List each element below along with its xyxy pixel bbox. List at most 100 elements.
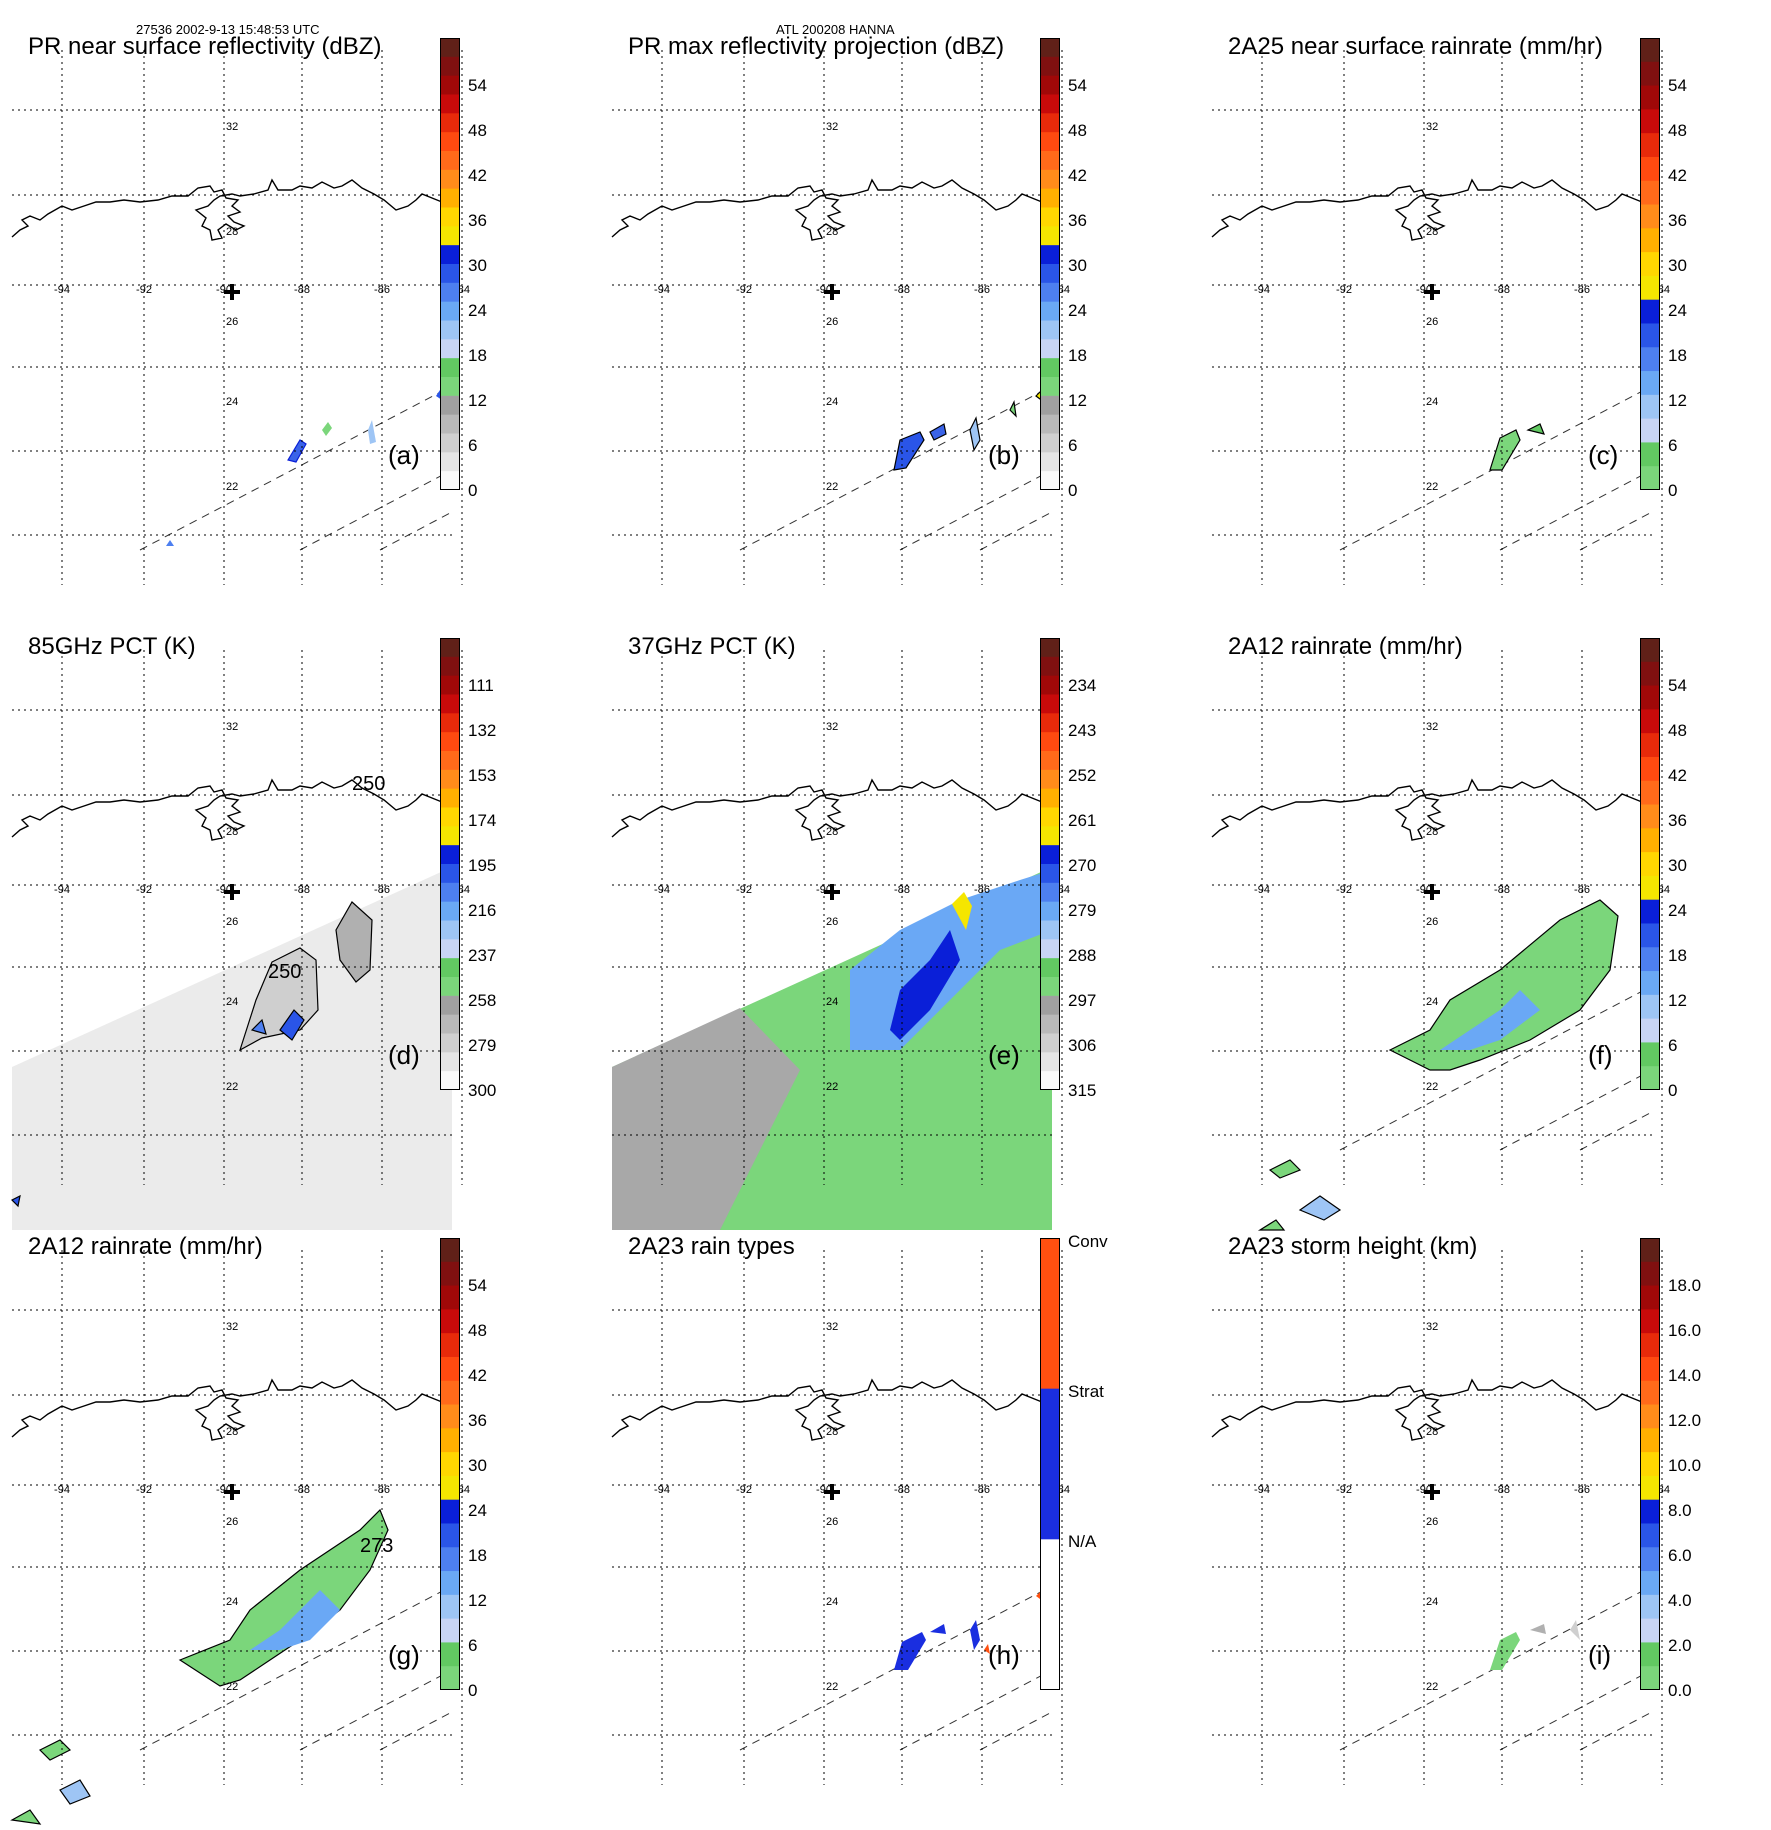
graticule bbox=[12, 650, 463, 1185]
color-ramp-border bbox=[440, 38, 460, 490]
rain-type-echo bbox=[930, 1624, 946, 1634]
rainrate-field bbox=[1440, 990, 1540, 1050]
storm-center-marker bbox=[224, 1484, 240, 1500]
color-scale-tick-label: 300 bbox=[468, 1081, 497, 1100]
color-ramp-step bbox=[440, 471, 460, 491]
color-ramp-step bbox=[1040, 901, 1060, 922]
inner-swath-line bbox=[1579, 1111, 1653, 1151]
contour-label: 250 bbox=[268, 961, 301, 983]
color-ramp-step bbox=[1040, 320, 1060, 340]
storm-height-echo bbox=[1530, 1624, 1546, 1634]
longitude-label: -86 bbox=[374, 884, 390, 896]
color-scale-tick-label: 42 bbox=[1668, 166, 1687, 185]
color-ramp-step bbox=[1640, 852, 1660, 877]
color-scale-tick-label: 48 bbox=[468, 1321, 487, 1340]
color-scale-tick-label: 24 bbox=[1668, 301, 1687, 320]
longitude-label: -86 bbox=[1574, 884, 1590, 896]
color-scale-tick-label: 243 bbox=[1068, 721, 1097, 740]
color-ramp-step bbox=[440, 638, 460, 658]
color-ramp-border bbox=[440, 1238, 460, 1690]
color-ramp bbox=[1040, 1238, 1060, 1691]
panel-letter-label: (d) bbox=[388, 1040, 420, 1070]
color-ramp-step bbox=[1040, 113, 1060, 133]
color-ramp-step bbox=[1040, 452, 1060, 472]
latitude-label: 26 bbox=[1426, 1516, 1438, 1528]
color-ramp-step bbox=[1640, 804, 1660, 829]
color-scale-tick-label: 48 bbox=[1668, 121, 1687, 140]
panel-letter-label: (a) bbox=[388, 440, 420, 470]
color-scale-tick-label: 315 bbox=[1068, 1081, 1097, 1100]
color-ramp-step bbox=[440, 694, 460, 714]
color-ramp-step bbox=[1040, 845, 1060, 865]
longitude-label: -94 bbox=[1254, 1484, 1270, 1496]
longitude-label: -90 bbox=[216, 1484, 232, 1496]
color-ramp-step bbox=[440, 226, 460, 246]
color-ramp-step bbox=[1640, 394, 1660, 420]
color-ramp-step bbox=[1640, 1452, 1660, 1477]
rainrate-field bbox=[178, 1508, 389, 1687]
longitude-label: -92 bbox=[1336, 284, 1352, 296]
color-ramp-step bbox=[440, 94, 460, 114]
color-ramp-step bbox=[440, 788, 460, 809]
latitude-label: 32 bbox=[226, 721, 238, 733]
color-scale-tick-label: 18.0 bbox=[1668, 1276, 1702, 1295]
color-ramp-step bbox=[1640, 1571, 1660, 1596]
cold-cloud-area bbox=[335, 901, 373, 983]
color-ramp-step bbox=[1640, 1285, 1660, 1310]
map-panel-d: 32 28 26 24 22 -94 -92 -90 -88 -86 -84 250 250 85GHz … bbox=[0, 630, 590, 1230]
color-scale-tick-label: 0 bbox=[468, 481, 478, 500]
cold-cloud-area bbox=[279, 1009, 305, 1041]
storm-name-header: ATL 200208 HANNA bbox=[776, 22, 895, 37]
coastline bbox=[1211, 178, 1659, 241]
latitude-label: 22 bbox=[826, 1081, 838, 1093]
color-ramp-step bbox=[440, 264, 460, 284]
latitude-label: 26 bbox=[826, 916, 838, 928]
latitude-label: 26 bbox=[826, 1516, 838, 1528]
color-ramp-step bbox=[440, 188, 460, 209]
color-ramp-step bbox=[1640, 1238, 1660, 1263]
color-scale-tick-label: 14.0 bbox=[1668, 1366, 1702, 1385]
color-ramp-step bbox=[440, 1356, 460, 1382]
color-scale-tick-label: 306 bbox=[1068, 1036, 1097, 1055]
color-ramp-step bbox=[1040, 151, 1060, 171]
color-ramp-step bbox=[1640, 709, 1660, 734]
latitude-label: 28 bbox=[826, 226, 838, 238]
color-ramp-step bbox=[1640, 442, 1660, 467]
color-ramp-step bbox=[440, 1571, 460, 1596]
color-ramp-step bbox=[440, 433, 460, 453]
longitude-label: -94 bbox=[654, 284, 670, 296]
color-ramp-step bbox=[1640, 204, 1660, 229]
color-ramp-step bbox=[440, 1071, 460, 1091]
color-scale-tick-label: 30 bbox=[1668, 856, 1687, 875]
coastline bbox=[11, 1378, 459, 1441]
storm-height-echo bbox=[1570, 1620, 1580, 1640]
map-panel-h: 32 28 26 24 22 -94 -92 -90 -88 -86 -84 2A23 rain ty… bbox=[600, 1230, 1190, 1830]
inner-swath-line bbox=[1499, 1669, 1653, 1751]
color-ramp-step bbox=[440, 414, 460, 435]
color-ramp-step bbox=[440, 1618, 460, 1644]
data-layer bbox=[10, 1508, 389, 1825]
color-ramp-step bbox=[1640, 1428, 1660, 1453]
panel-letter-label: (c) bbox=[1588, 440, 1619, 470]
color-ramp-step bbox=[1040, 377, 1060, 397]
color-scale-tick-label: 174 bbox=[468, 811, 497, 830]
rainrate-field bbox=[1388, 899, 1619, 1071]
longitude-label: -86 bbox=[974, 884, 990, 896]
longitude-label: -90 bbox=[1416, 1484, 1432, 1496]
color-ramp-step bbox=[1640, 1018, 1660, 1044]
rainrate-echo bbox=[1526, 423, 1545, 435]
storm-center-marker bbox=[824, 284, 840, 300]
inner-swath-line bbox=[739, 1585, 1053, 1751]
panel-letter-label: (b) bbox=[988, 440, 1020, 470]
color-ramp-step bbox=[440, 769, 460, 790]
map-panel-c: 32 28 26 24 22 -94 -92 -90 -88 -86 -84 2A25 near su… bbox=[1200, 30, 1771, 630]
latitude-label: 24 bbox=[826, 396, 838, 408]
color-ramp-step bbox=[1040, 751, 1060, 771]
color-ramp-step bbox=[1040, 638, 1060, 658]
color-scale-tick-label: 18 bbox=[468, 1546, 487, 1565]
color-scale-tick-label: 12 bbox=[1668, 991, 1687, 1010]
longitude-label: -92 bbox=[136, 1484, 152, 1496]
color-ramp-step bbox=[1640, 971, 1660, 996]
storm-height-echo bbox=[1490, 1632, 1520, 1670]
brightness-temperature-field bbox=[890, 930, 960, 1040]
